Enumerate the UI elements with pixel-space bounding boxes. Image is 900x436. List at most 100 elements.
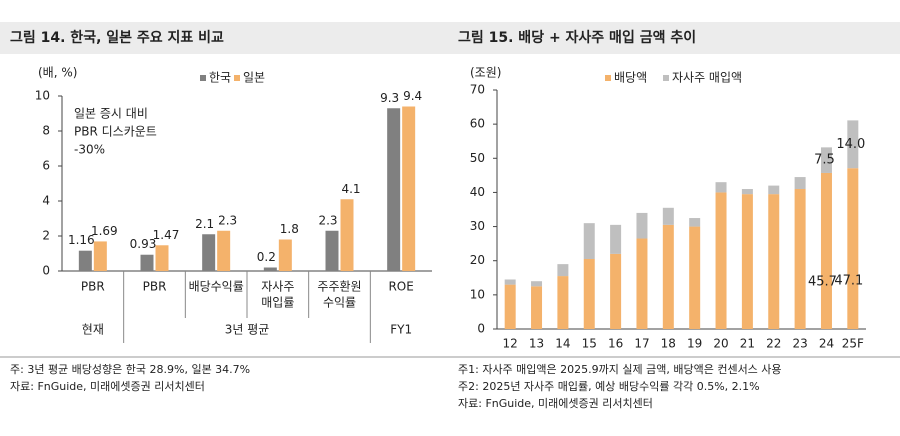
x-tick-label: 14 [555,337,570,351]
legend-swatch [234,75,240,81]
y-tick-label: 8 [42,124,50,138]
value-label: 9.4 [403,89,422,103]
x-tick-label: 주주환원 [317,280,361,294]
bar [402,106,416,271]
bar [636,212,648,239]
note: 주2: 2025년 자사주 매입률, 예상 배당수익률 각각 0.5%, 2.1… [458,380,760,393]
legend-label: 일본 [243,71,265,85]
bar [689,218,701,227]
y-tick-label: 0 [477,322,485,336]
x-tick-label: 20 [713,337,728,351]
group-label: 3년 평균 [225,323,270,337]
value-label: 45.7 [808,275,837,290]
note: 자료: FnGuide, 미래에셋증권 리서치센터 [458,397,653,410]
x-tick-label: PBR [143,280,167,294]
bar [768,185,780,195]
x-tick-label: 24 [819,337,834,351]
x-tick-label: PBR [81,280,105,294]
note: 자료: FnGuide, 미래에셋증권 리서치센터 [10,380,205,393]
value-label: 2.1 [195,217,214,231]
x-tick-label: 13 [529,337,544,351]
y-tick-label: 10 [35,89,50,103]
bar [387,108,401,271]
bar [662,224,674,329]
note: 주1: 자사주 매입액은 2025.9까지 실제 금액, 배당액은 컨센서스 사… [458,363,782,376]
chart-title: 그림 14. 한국, 일본 주요 지표 비교 [10,30,224,46]
y-tick-label: 50 [470,151,485,165]
note: 주: 3년 평균 배당성향은 한국 28.9%, 일본 34.7% [10,362,250,376]
value-label: 2.3 [318,213,337,227]
legend-label: 배당액 [614,71,647,85]
bar [78,250,92,271]
bar [263,267,277,271]
bar [847,120,859,169]
chart-title: 그림 15. 배당 + 자사주 매입 금액 추이 [458,29,696,46]
value-label: 0.93 [130,237,157,251]
title-band [0,22,900,54]
x-tick-label: 21 [740,337,755,351]
x-tick-label: 16 [608,337,623,351]
annotation: 일본 증시 대비 [74,107,148,121]
bar [557,264,569,277]
x-tick-label: 배당수익률 [189,280,244,294]
bar [715,192,727,329]
bar [155,245,169,271]
bar [768,194,780,329]
bar [504,284,516,329]
bar [794,177,806,190]
bar [610,224,622,254]
value-label: 0.2 [257,250,276,264]
x-tick-label: 자사주 [261,280,294,294]
legend-label: 자사주 매입액 [672,71,742,85]
bar [794,189,806,329]
x-tick-label: ROE [388,280,413,294]
x-tick-label: 15 [582,337,597,351]
y-tick-label: 30 [470,219,485,233]
unit-label: (조원) [470,66,501,80]
bar [531,281,543,287]
bar [278,239,292,271]
unit-label: (배, %) [38,66,77,80]
bar [820,172,832,329]
bar [93,241,107,271]
legend-label: 한국 [209,71,231,85]
bar [847,168,859,329]
bar [583,259,595,329]
value-label: 1.69 [91,224,118,238]
annotation: PBR 디스카운트 [74,125,157,139]
bar [610,253,622,329]
x-tick-label: 19 [687,337,702,351]
legend-swatch [200,75,206,81]
bar [140,254,154,271]
x-tick-label: 매입률 [261,296,294,310]
value-label: 2.3 [218,213,237,227]
value-label: 7.5 [814,153,835,168]
bar [202,234,216,271]
legend-swatch [605,75,611,81]
y-tick-label: 4 [42,194,50,208]
bar [325,230,339,271]
x-tick-label: 22 [766,337,781,351]
bar [531,286,543,329]
group-label: FY1 [390,323,412,337]
bar [820,147,832,173]
value-label: 1.47 [153,228,180,242]
x-tick-label: 17 [634,337,649,351]
value-label: 9.3 [380,91,399,105]
bar [741,189,753,195]
bar [340,199,354,271]
bar [636,238,648,329]
x-tick-label: 25F [842,337,864,351]
annotation: -30% [74,143,105,157]
value-label: 47.1 [834,273,863,288]
x-tick-label: 23 [792,337,807,351]
value-label: 1.16 [68,233,95,247]
y-tick-label: 2 [42,229,50,243]
y-tick-label: 20 [470,253,485,267]
x-tick-label: 수익률 [323,296,356,310]
bar [217,230,231,271]
bar [583,223,595,260]
legend-swatch [663,75,669,81]
y-tick-label: 10 [470,287,485,301]
